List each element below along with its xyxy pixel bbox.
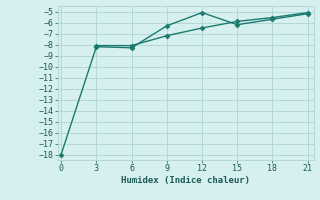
X-axis label: Humidex (Indice chaleur): Humidex (Indice chaleur) bbox=[121, 176, 250, 185]
